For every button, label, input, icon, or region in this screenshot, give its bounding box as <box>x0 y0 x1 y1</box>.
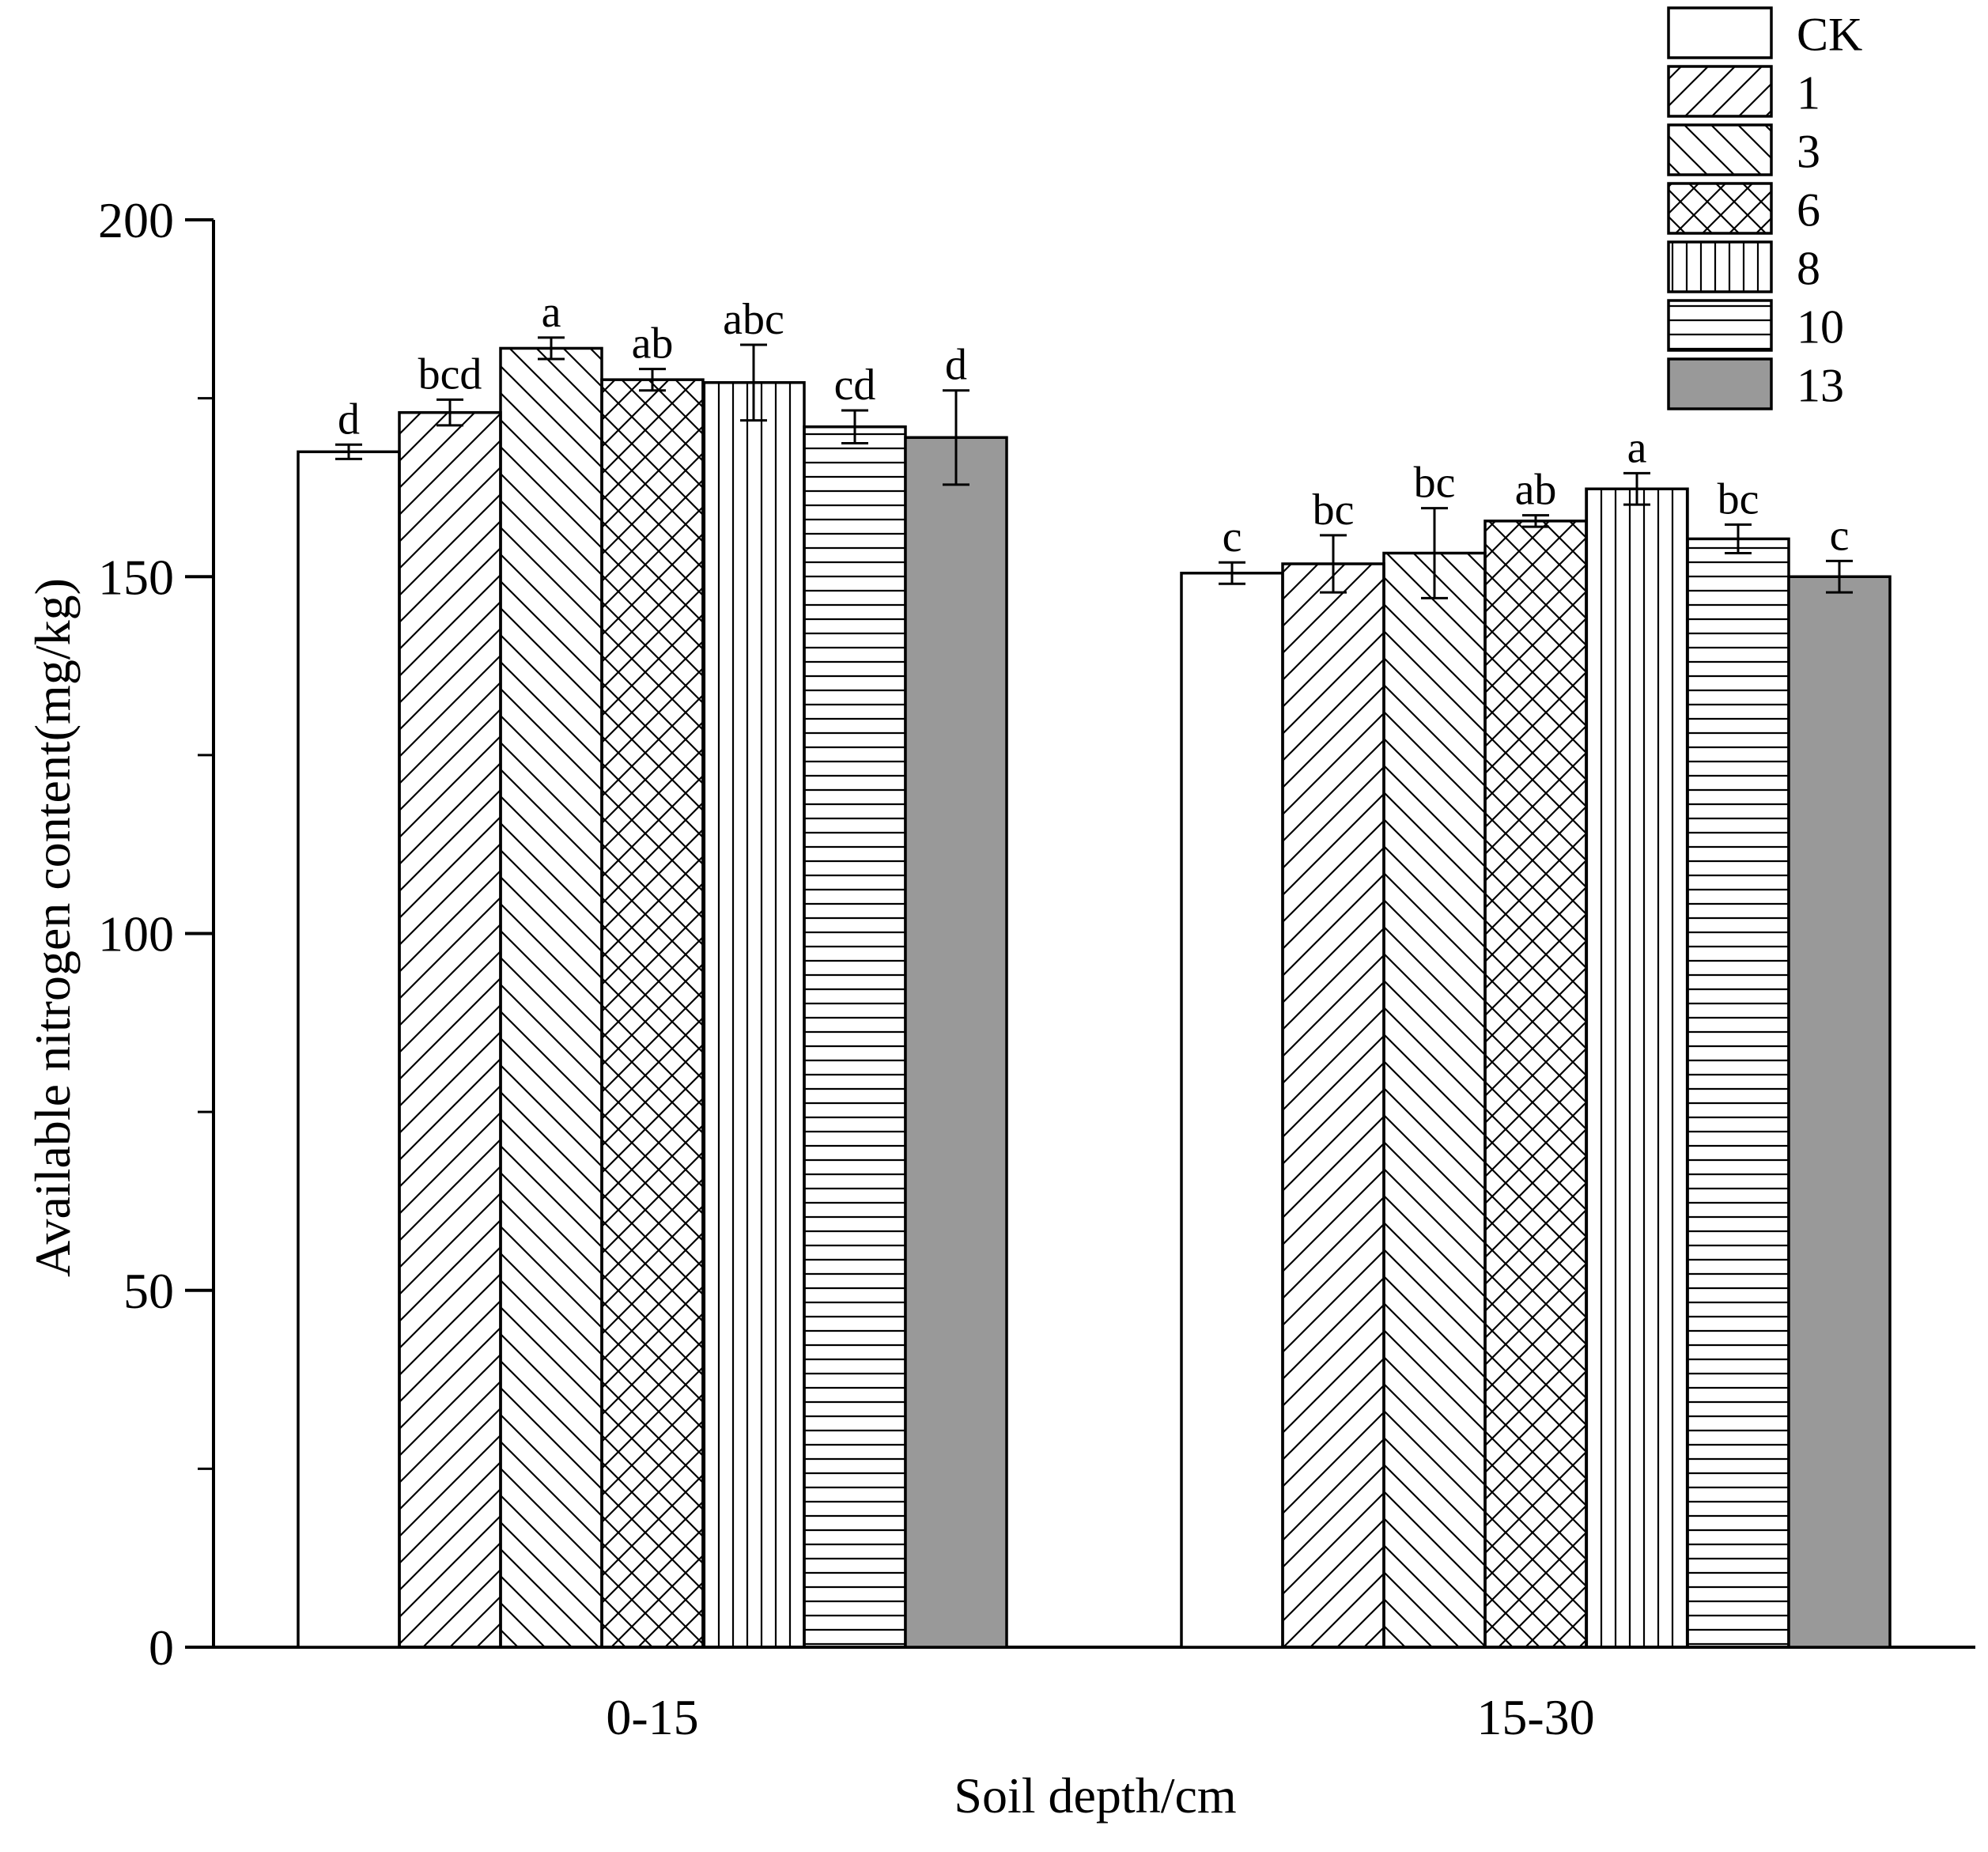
significance-label: cd <box>834 361 876 410</box>
significance-label: ab <box>1515 466 1557 515</box>
legend-label-10: 10 <box>1797 301 1844 353</box>
legend-swatch-CK <box>1667 6 1773 59</box>
legend-swatch-8 <box>1667 240 1773 293</box>
x-tick-label: 0-15 <box>606 1689 698 1745</box>
significance-label: d <box>338 395 360 444</box>
significance-label: bc <box>1414 459 1456 508</box>
bar-0-15-13 <box>904 436 1008 1649</box>
significance-label: c <box>1223 512 1242 561</box>
y-tick-label: 200 <box>98 192 174 248</box>
legend-swatch-10 <box>1667 299 1773 352</box>
y-tick-label: 150 <box>98 549 174 605</box>
bar-15-30-6 <box>1483 520 1588 1649</box>
significance-label: abc <box>723 295 784 344</box>
bar-15-30-13 <box>1787 575 1892 1649</box>
legend-label-CK: CK <box>1797 9 1862 61</box>
legend-label-1: 1 <box>1797 67 1820 119</box>
significance-label: ab <box>632 319 674 369</box>
legend-swatch-1 <box>1667 65 1773 118</box>
significance-label: c <box>1830 511 1850 560</box>
bar-15-30-8 <box>1585 487 1689 1649</box>
bar-0-15-8 <box>701 381 806 1649</box>
bar-15-30-3 <box>1382 551 1487 1649</box>
y-axis-title: Available nitrogen content(mg/kg) <box>25 578 81 1277</box>
legend-swatch-6 <box>1667 182 1773 235</box>
bar-15-30-10 <box>1686 537 1790 1649</box>
legend-label-13: 13 <box>1797 360 1844 412</box>
bar-0-15-6 <box>600 378 705 1649</box>
y-tick-label: 0 <box>149 1620 174 1676</box>
y-tick-label: 100 <box>98 906 174 962</box>
bar-0-15-1 <box>398 410 502 1649</box>
bar-0-15-CK <box>297 450 401 1649</box>
legend-label-3: 3 <box>1797 126 1820 178</box>
bar-15-30-1 <box>1281 562 1385 1649</box>
significance-label: bc <box>1718 474 1759 523</box>
bar-15-30-CK <box>1180 571 1284 1649</box>
bar-0-15-10 <box>803 425 907 1649</box>
significance-label: a <box>542 288 561 337</box>
legend-swatch-3 <box>1667 123 1773 176</box>
bar-0-15-3 <box>499 346 603 1649</box>
x-tick-label: 15-30 <box>1476 1689 1594 1745</box>
legend-label-8: 8 <box>1797 243 1820 295</box>
significance-label: bc <box>1313 486 1355 535</box>
y-tick-label: 50 <box>123 1263 174 1319</box>
significance-label: a <box>1627 423 1647 472</box>
legend-swatch-13 <box>1667 357 1773 410</box>
x-axis-title: Soil depth/cm <box>954 1767 1236 1824</box>
legend-label-6: 6 <box>1797 184 1820 236</box>
significance-label: bcd <box>418 350 482 399</box>
significance-label: d <box>945 341 967 390</box>
